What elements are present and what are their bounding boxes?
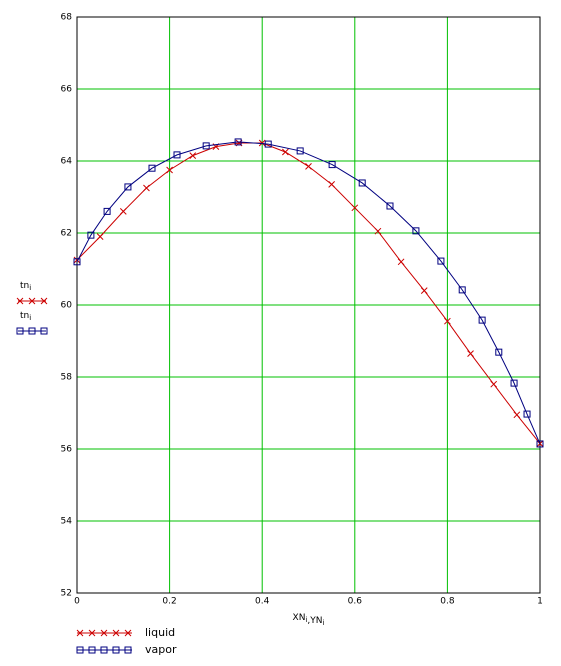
data-point bbox=[495, 348, 503, 356]
x-axis-label-sub: i bbox=[305, 616, 307, 624]
x-axis-label: XNi,YNi bbox=[293, 613, 325, 628]
x-axis-label-text: XN bbox=[293, 613, 306, 623]
data-point bbox=[412, 227, 420, 235]
series-line bbox=[76, 141, 541, 445]
y-tick-label: 58 bbox=[61, 373, 73, 383]
data-point bbox=[189, 152, 197, 159]
data-point bbox=[328, 161, 336, 169]
data-point bbox=[444, 317, 451, 325]
y-tick-label: 64 bbox=[61, 157, 73, 167]
y-axis-label: tni bbox=[20, 281, 31, 293]
legend-marker bbox=[124, 629, 132, 637]
data-point bbox=[264, 140, 272, 148]
x-axis-label-sub: i bbox=[323, 619, 325, 627]
data-point bbox=[258, 139, 266, 147]
legend-marker bbox=[76, 629, 84, 637]
legend-marker bbox=[28, 297, 36, 305]
x-tick-label: 0 bbox=[74, 597, 80, 607]
data-point bbox=[202, 142, 210, 150]
y-axis-label-sub: i bbox=[29, 314, 31, 322]
data-point bbox=[96, 233, 104, 240]
legend-label: vapor bbox=[145, 643, 177, 656]
data-point bbox=[87, 231, 95, 239]
data-point bbox=[478, 316, 486, 324]
legend-marker bbox=[112, 646, 120, 654]
data-point bbox=[536, 440, 544, 448]
y-axis-label-text: tn bbox=[20, 281, 29, 291]
data-point bbox=[173, 151, 181, 159]
legend-marker bbox=[16, 297, 24, 305]
data-point bbox=[523, 410, 531, 418]
y-axis-label-text: tn bbox=[20, 311, 29, 321]
legend-marker bbox=[88, 646, 96, 654]
x-tick-label: 0.6 bbox=[348, 597, 363, 607]
x-tick-label: 0.2 bbox=[162, 597, 176, 607]
legend-marker bbox=[100, 629, 108, 637]
data-point bbox=[296, 147, 304, 155]
data-point bbox=[143, 184, 150, 192]
data-point bbox=[437, 257, 445, 265]
data-point bbox=[124, 183, 132, 191]
data-point bbox=[420, 287, 428, 294]
y-tick-label: 54 bbox=[61, 517, 73, 527]
plot-frame bbox=[76, 16, 541, 594]
y-tick-label: 68 bbox=[61, 13, 73, 23]
y-tick-label: 56 bbox=[61, 445, 73, 455]
data-point bbox=[148, 164, 156, 172]
x-tick-label: 0.4 bbox=[255, 597, 270, 607]
data-point bbox=[281, 148, 289, 156]
data-point bbox=[73, 258, 81, 266]
legend-marker bbox=[124, 646, 132, 654]
legend-marker bbox=[88, 629, 96, 637]
legend-marker bbox=[16, 327, 24, 335]
x-tick-label: 1 bbox=[537, 597, 543, 607]
x-tick-label: 0.8 bbox=[440, 597, 455, 607]
data-point bbox=[358, 179, 366, 187]
legend-marker bbox=[40, 327, 48, 335]
data-point bbox=[103, 207, 111, 215]
data-point bbox=[467, 350, 474, 357]
data-point bbox=[458, 286, 466, 294]
legend-marker bbox=[40, 297, 48, 305]
y-tick-label: 66 bbox=[61, 85, 73, 95]
data-point bbox=[374, 227, 382, 235]
y-tick-label: 60 bbox=[61, 301, 73, 311]
data-point bbox=[166, 166, 173, 174]
y-tick-label: 62 bbox=[61, 229, 72, 239]
data-point bbox=[490, 380, 498, 388]
y-axis-label-sub: i bbox=[29, 284, 31, 292]
legend-label: liquid bbox=[145, 626, 175, 639]
x-axis-label-text: ,YN bbox=[307, 616, 322, 626]
y-axis-label: tni bbox=[20, 311, 31, 323]
data-point bbox=[513, 411, 521, 419]
y-tick-label: 52 bbox=[61, 589, 72, 599]
data-point bbox=[510, 379, 518, 387]
data-point bbox=[397, 258, 405, 266]
data-point bbox=[305, 163, 312, 170]
data-point bbox=[351, 204, 359, 212]
legend-marker bbox=[76, 646, 84, 654]
legend-marker bbox=[112, 629, 120, 637]
data-point bbox=[234, 138, 242, 146]
legend-marker bbox=[100, 646, 108, 654]
data-point bbox=[119, 208, 127, 215]
legend-marker bbox=[28, 327, 36, 335]
data-point bbox=[386, 202, 394, 210]
data-point bbox=[328, 181, 336, 188]
